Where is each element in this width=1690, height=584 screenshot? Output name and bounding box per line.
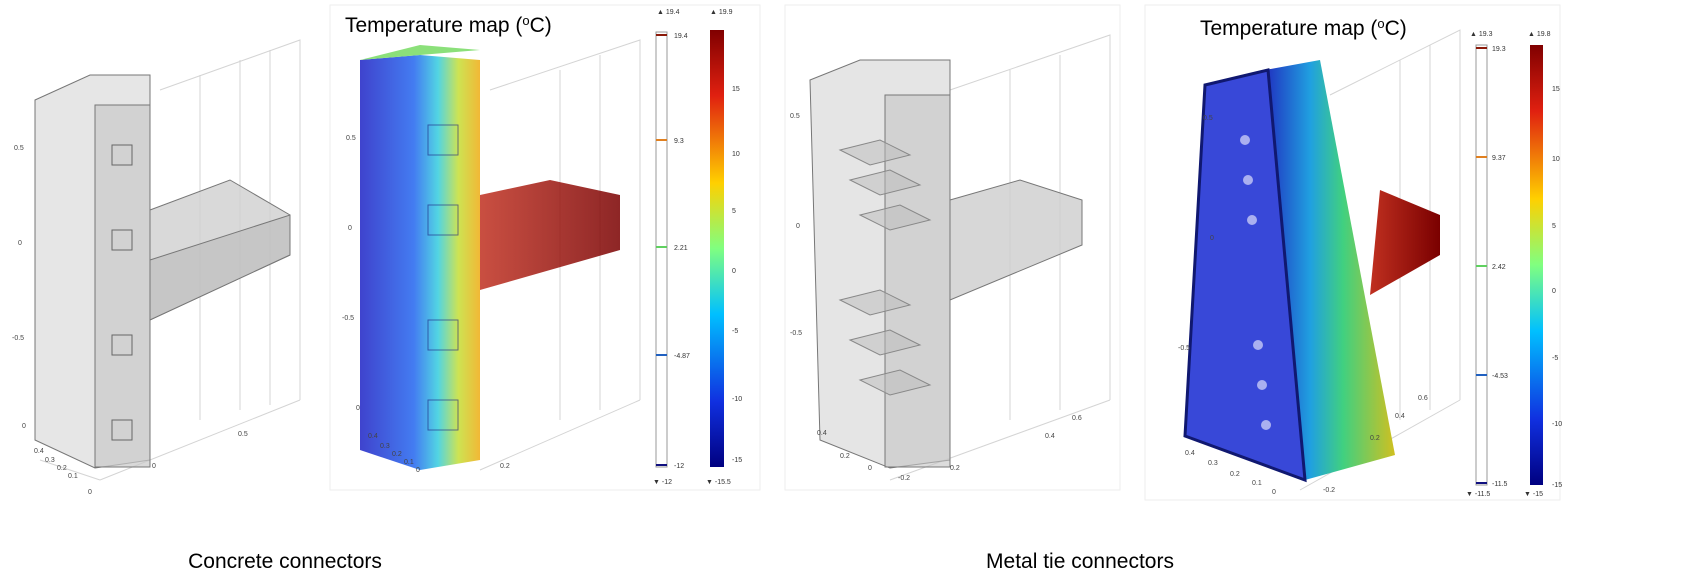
colorbar-tick-label: 5 (1552, 223, 1556, 230)
axis-tick-label: 0.5 (14, 145, 24, 152)
axis-tick-label: 0.5 (346, 135, 356, 142)
colorbar-tick-label: -11.5 (1492, 481, 1508, 488)
axis-tick-label: 0 (18, 240, 22, 247)
axis-tick-label: 0.5 (238, 431, 248, 438)
axis-tick-label: 0.3 (1208, 460, 1218, 467)
axis-tick-label: 0.3 (45, 457, 55, 464)
colorbar-min: ▼ -15.5 (706, 479, 731, 486)
axis-tick-label: 0.4 (34, 448, 44, 455)
axis-tick-label: -0.2 (898, 475, 910, 482)
axis-tick-label: 0.3 (380, 443, 390, 450)
panel-title: Temperature map (oC) (345, 13, 552, 38)
axis-tick-label: 0.2 (1370, 435, 1380, 442)
axis-tick-label: 0 (88, 489, 92, 496)
axis-tick-label: 0 (348, 225, 352, 232)
axis-tick-label: 0.5 (790, 113, 800, 120)
caption: Metal tie connectors (986, 550, 1174, 573)
axis-tick-label: -0.5 (342, 315, 354, 322)
panel-temperature-concrete (330, 5, 760, 490)
colorbar-tick-label: 9.3 (674, 138, 684, 145)
colorbar-tick-label: -5 (1552, 355, 1558, 362)
axis-tick-label: 0 (796, 223, 800, 230)
colorbar-tick-label: 15 (732, 86, 740, 93)
colorbar-tick-label: -15 (732, 457, 742, 464)
axis-tick-label: 0.2 (500, 463, 510, 470)
colorbar-tick-label: -4.87 (674, 353, 690, 360)
title-part: o (522, 13, 529, 28)
axis-tick-label: 0 (868, 465, 872, 472)
colorbar-min: ▼ -11.5 (1466, 491, 1490, 498)
colorbar-tick-label: 0 (1552, 288, 1556, 295)
colorbar-tick-label: -4.53 (1492, 373, 1508, 380)
axis-tick-label: 0.4 (817, 430, 827, 437)
title-part: Temperature map ( (1200, 17, 1377, 40)
colorbar-tick-label: 19.3 (1492, 46, 1506, 53)
colorbar-max: ▲ 19.4 (657, 9, 680, 16)
colorbar-tick-label: -10 (1552, 421, 1562, 428)
axis-tick-label: 0.2 (840, 453, 850, 460)
colorbar-tick-label: 19.4 (674, 33, 688, 40)
title-part: Temperature map ( (345, 14, 522, 37)
axis-tick-label: -0.5 (12, 335, 24, 342)
axis-tick-label: 0.1 (1252, 480, 1262, 487)
axis-tick-label: 0.2 (950, 465, 960, 472)
axis-tick-label: -0.2 (1323, 487, 1335, 494)
colorbar-tick-label: -12 (674, 463, 684, 470)
axis-tick-label: 0 (356, 405, 360, 412)
colorbar-min: ▼ -15 (1524, 491, 1543, 498)
title-part: o (1377, 16, 1384, 31)
axis-tick-label: 0.6 (1072, 415, 1082, 422)
colorbar-max: ▲ 19.8 (1528, 31, 1551, 38)
colorbar-tick-label: 10 (1552, 156, 1560, 163)
axis-tick-label: 0.4 (368, 433, 378, 440)
colorbar-tick-label: 15 (1552, 86, 1560, 93)
caption: Concrete connectors (188, 550, 382, 573)
colorbar-tick-label: 2.42 (1492, 264, 1506, 271)
panel-geometry-concrete (35, 40, 300, 480)
axis-tick-label: 0.4 (1395, 413, 1405, 420)
axis-tick-label: 0 (1272, 489, 1276, 496)
colorbar-tick-label: 2.21 (674, 245, 688, 252)
colorbar-tick-label: -5 (732, 328, 738, 335)
axis-tick-label: 0 (22, 423, 26, 430)
axis-tick-label: 0.5 (1203, 115, 1213, 122)
axis-tick-label: -0.5 (1178, 345, 1190, 352)
axis-tick-label: 0.1 (68, 473, 78, 480)
colorbar-tick-label: 5 (732, 208, 736, 215)
title-part: C) (530, 14, 552, 37)
colorbar-tick-label: -10 (732, 396, 742, 403)
axis-tick-label: 0.2 (392, 451, 402, 458)
axis-tick-label: 0.1 (404, 459, 414, 466)
axis-tick-label: 0 (1210, 235, 1214, 242)
axis-tick-label: 0.2 (1230, 471, 1240, 478)
panel-title: Temperature map (oC) (1200, 16, 1407, 41)
colorbar-tick-label: 10 (732, 151, 740, 158)
axis-tick-label: 0.4 (1045, 433, 1055, 440)
title-part: C) (1385, 17, 1407, 40)
colorbar-min: ▼ -12 (653, 479, 672, 486)
colorbar-tick-label: -15 (1552, 482, 1562, 489)
axis-tick-label: -0.5 (790, 330, 802, 337)
axis-tick-label: 0.4 (1185, 450, 1195, 457)
panel-geometry-metal (785, 5, 1120, 490)
colorbar-max: ▲ 19.9 (710, 9, 733, 16)
colorbar-tick-label: 0 (732, 268, 736, 275)
axis-tick-label: 0.2 (57, 465, 67, 472)
colorbar-tick-label: 9.37 (1492, 155, 1506, 162)
panel-temperature-metal (1145, 5, 1560, 500)
colorbar-max: ▲ 19.3 (1470, 31, 1493, 38)
axis-tick-label: 0 (416, 467, 420, 474)
axis-tick-label: 0.6 (1418, 395, 1428, 402)
axis-tick-label: 0 (152, 463, 156, 470)
figure: 0.50-0.500.40.30.20.1000.50.50-0.500.40.… (0, 0, 1690, 584)
